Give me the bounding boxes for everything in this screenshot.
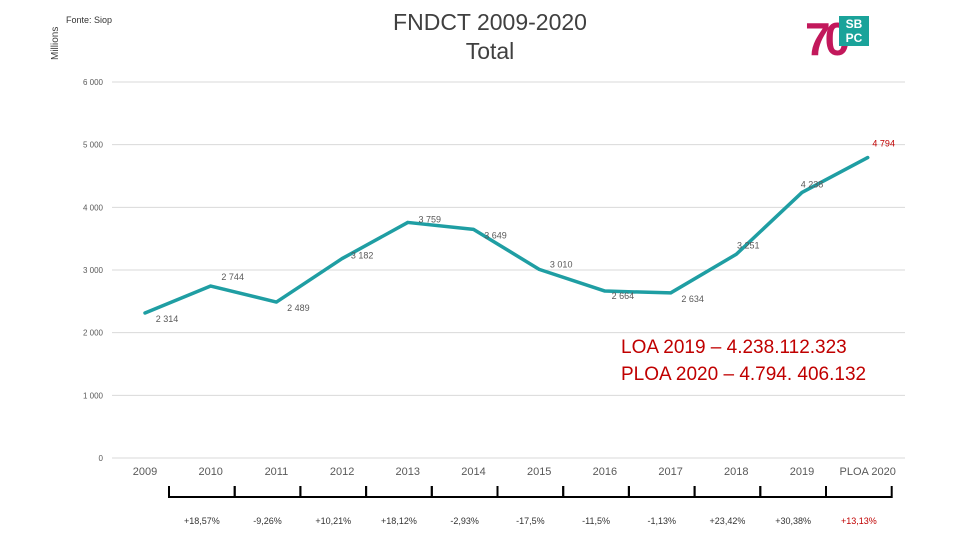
data-point xyxy=(143,311,147,315)
growth-label: +23,42% xyxy=(710,516,746,526)
x-tick-label: 2010 xyxy=(198,466,222,478)
data-label: 3 649 xyxy=(484,230,507,240)
source-note: Fonte: Siop xyxy=(66,15,113,25)
chart-title-line2: Total xyxy=(465,38,515,64)
x-tick-label: 2016 xyxy=(593,466,617,478)
chart-title: FNDCT 2009-2020 Total xyxy=(340,8,640,66)
data-point xyxy=(734,252,738,256)
x-tick-label: 2009 xyxy=(133,466,157,478)
data-point xyxy=(537,267,541,271)
growth-bracket xyxy=(562,486,630,498)
data-label: 3 182 xyxy=(351,251,374,261)
growth-label: -11,5% xyxy=(582,516,610,526)
growth-bracket xyxy=(627,486,696,498)
data-label: 3 251 xyxy=(737,240,760,250)
y-tick-label: 3 000 xyxy=(83,266,104,275)
x-tick-label: 2012 xyxy=(330,466,354,478)
data-point xyxy=(209,284,213,288)
data-label: 3 759 xyxy=(419,214,442,224)
data-label: 2 664 xyxy=(612,291,635,301)
budget-annotation: LOA 2019 – 4.238.112.323 PLOA 2020 – 4.7… xyxy=(621,334,866,388)
series-line xyxy=(143,155,870,315)
data-point xyxy=(603,289,607,293)
growth-bracket xyxy=(759,486,827,498)
ploa-2020-text: PLOA 2020 – 4.794. 406.132 xyxy=(621,364,867,385)
data-point xyxy=(866,156,870,160)
data-point xyxy=(274,300,278,304)
growth-bracket xyxy=(430,486,499,498)
data-label: 2 314 xyxy=(156,314,179,324)
data-point xyxy=(406,220,410,224)
growth-bracket xyxy=(496,486,565,498)
sbpc-70-logo: 70 SB PC xyxy=(805,13,869,66)
data-label: 2 634 xyxy=(681,294,704,304)
data-point xyxy=(669,291,673,295)
growth-label: -2,93% xyxy=(450,516,479,526)
growth-bracket xyxy=(299,486,368,498)
x-tick-label: PLOA 2020 xyxy=(840,466,896,478)
x-tick-label: 2019 xyxy=(790,466,814,478)
data-label: 3 010 xyxy=(550,259,573,269)
growth-label: -9,26% xyxy=(253,516,282,526)
logo-letters-bottom: PC xyxy=(845,31,863,45)
y-tick-label: 1 000 xyxy=(83,391,104,400)
x-tick-label: 2018 xyxy=(724,466,748,478)
growth-label: -17,5% xyxy=(516,516,545,526)
x-tick-label: 2014 xyxy=(461,466,485,478)
growth-label: +18,57% xyxy=(184,516,220,526)
data-label: 4 794 xyxy=(872,139,895,149)
growth-bracket xyxy=(825,486,893,498)
x-tick-label: 2011 xyxy=(265,466,289,478)
growth-label: +10,21% xyxy=(315,516,351,526)
data-label: 4 238 xyxy=(801,179,824,189)
x-tick-label: 2015 xyxy=(527,466,551,478)
x-tick-label: 2013 xyxy=(396,466,420,478)
growth-label: +13,13% xyxy=(841,516,877,526)
growth-bracket xyxy=(168,486,236,498)
data-label: 2 489 xyxy=(287,303,310,313)
growth-label: -1,13% xyxy=(647,516,676,526)
y-tick-label: 4 000 xyxy=(83,203,104,212)
growth-bracket xyxy=(365,486,433,498)
growth-bracket xyxy=(693,486,762,498)
chart-title-line1: FNDCT 2009-2020 xyxy=(393,9,587,35)
y-tick-label: 0 xyxy=(99,454,104,463)
y-tick-label: 5 000 xyxy=(83,141,104,150)
y-tick-label: 6 000 xyxy=(83,78,104,87)
data-label: 2 744 xyxy=(221,272,244,282)
growth-bracket xyxy=(233,486,302,498)
data-point xyxy=(800,190,804,194)
logo-letters-top: SB xyxy=(845,17,863,31)
loa-2019-text: LOA 2019 – 4.238.112.323 xyxy=(621,337,847,358)
data-point xyxy=(472,227,475,231)
growth-label: +18,12% xyxy=(381,516,417,526)
data-point xyxy=(340,257,344,261)
x-tick-label: 2017 xyxy=(658,466,682,478)
logo-box: SB PC xyxy=(839,16,869,46)
growth-label: +30,38% xyxy=(775,516,811,526)
y-tick-label: 2 000 xyxy=(83,329,104,338)
